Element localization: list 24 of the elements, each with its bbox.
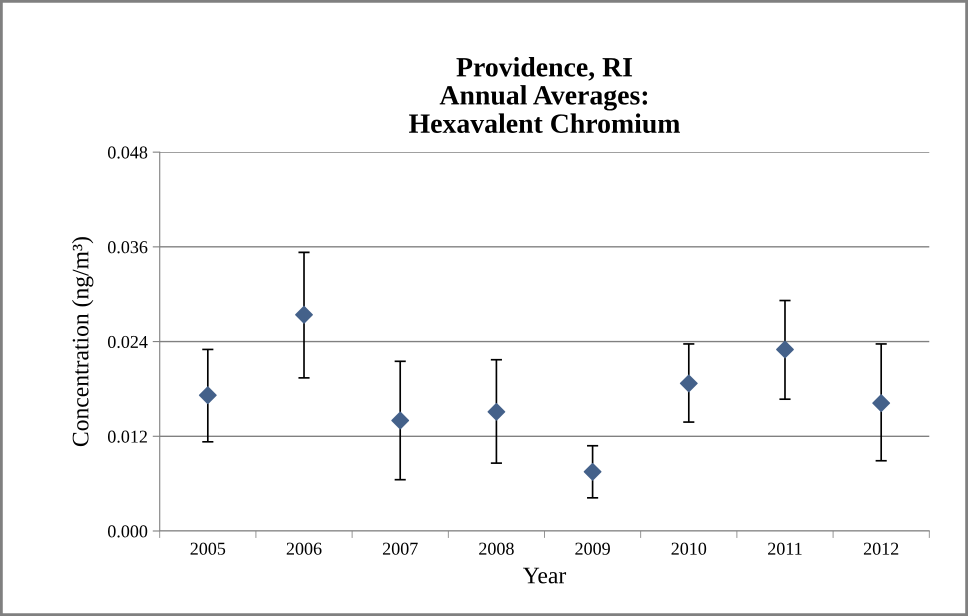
point bbox=[776, 340, 794, 358]
point bbox=[198, 386, 217, 404]
chart-title: Providence, RI Annual Averages: Hexavalent Chromium bbox=[409, 57, 680, 134]
point bbox=[680, 374, 698, 392]
y-tick-label: 0.012 bbox=[108, 430, 147, 443]
x-tick-label: 2008 bbox=[479, 542, 514, 555]
x-tick-label: 2010 bbox=[672, 542, 706, 555]
x-tick-label: 2007 bbox=[382, 542, 418, 555]
y-tick-label: 0.036 bbox=[108, 241, 148, 254]
y-axis-title: Concentration (ng/m³) bbox=[72, 237, 94, 446]
point bbox=[391, 412, 410, 430]
x-tick-label: 2012 bbox=[864, 542, 898, 555]
x-tick-label: 2011 bbox=[768, 542, 802, 555]
y-tick-label: 0.048 bbox=[108, 146, 148, 159]
point bbox=[487, 402, 506, 421]
y-tick-label: 0.000 bbox=[108, 525, 148, 538]
point bbox=[584, 462, 602, 481]
x-tick-label: 2009 bbox=[575, 542, 610, 555]
x-tick-label: 2006 bbox=[286, 542, 322, 555]
x-axis-title: Year bbox=[523, 568, 566, 584]
point bbox=[295, 306, 313, 324]
point bbox=[872, 394, 890, 412]
y-tick-label: 0.024 bbox=[108, 336, 148, 348]
x-tick-label: 2005 bbox=[190, 542, 226, 555]
